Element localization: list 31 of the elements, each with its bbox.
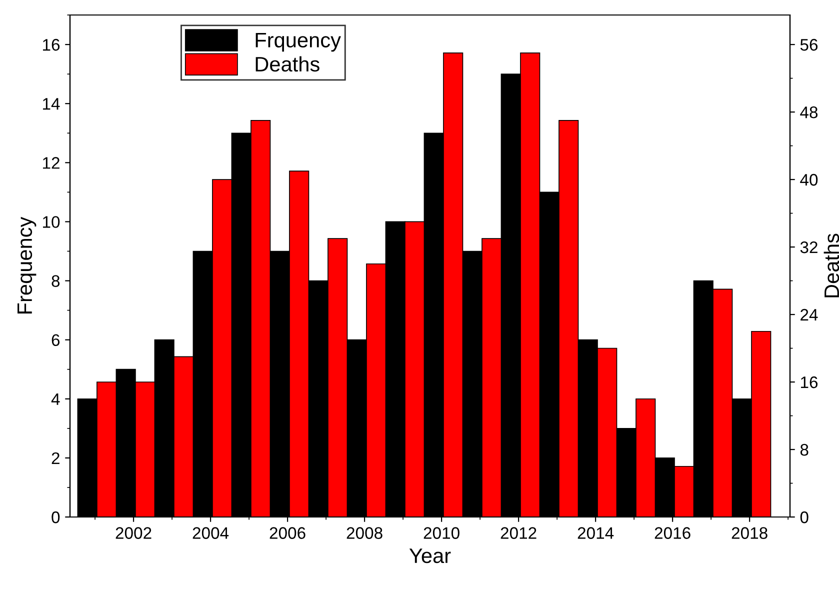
x-tick-label: 2002: [116, 527, 152, 539]
y2-tick-label: 40: [800, 174, 818, 186]
x-axis-title: Year: [409, 548, 451, 564]
x-tick-label: 2004: [192, 527, 229, 539]
y2-tick-label: 24: [800, 308, 818, 321]
x-tick-label: 2008: [346, 527, 382, 539]
y-tick-label: 8: [52, 275, 60, 287]
legend-label: Frquency: [256, 32, 341, 52]
y2-tick-label: 16: [800, 376, 818, 388]
y-tick-label: 12: [43, 157, 60, 169]
legend-label: Deaths: [256, 56, 320, 72]
x-tick-label: 2018: [732, 527, 768, 539]
y2-axis-title: Deaths: [824, 234, 839, 298]
x-tick-label: 2016: [654, 527, 690, 539]
y2-tick-label: 8: [800, 444, 808, 456]
y-tick-label: 4: [51, 393, 60, 405]
x-tick-label: 2010: [424, 527, 460, 539]
x-tick-label: 2006: [270, 527, 306, 539]
y2-tick-label: 56: [800, 38, 818, 51]
y2-tick-label: 32: [800, 241, 818, 254]
y-tick-label: 10: [43, 216, 60, 228]
y-tick-label: 6: [52, 334, 60, 346]
y-tick-label: 0: [52, 511, 60, 524]
x-tick-label: 2012: [500, 527, 536, 539]
y2-tick-label: 48: [800, 106, 818, 118]
x-tick-label: 2014: [578, 527, 614, 539]
y2-tick-label: 0: [800, 511, 808, 524]
y-tick-label: 2: [52, 452, 60, 464]
y-tick-label: 16: [43, 38, 60, 51]
y-axis-title: Frequency: [18, 216, 36, 314]
y-tick-label: 14: [43, 98, 60, 110]
